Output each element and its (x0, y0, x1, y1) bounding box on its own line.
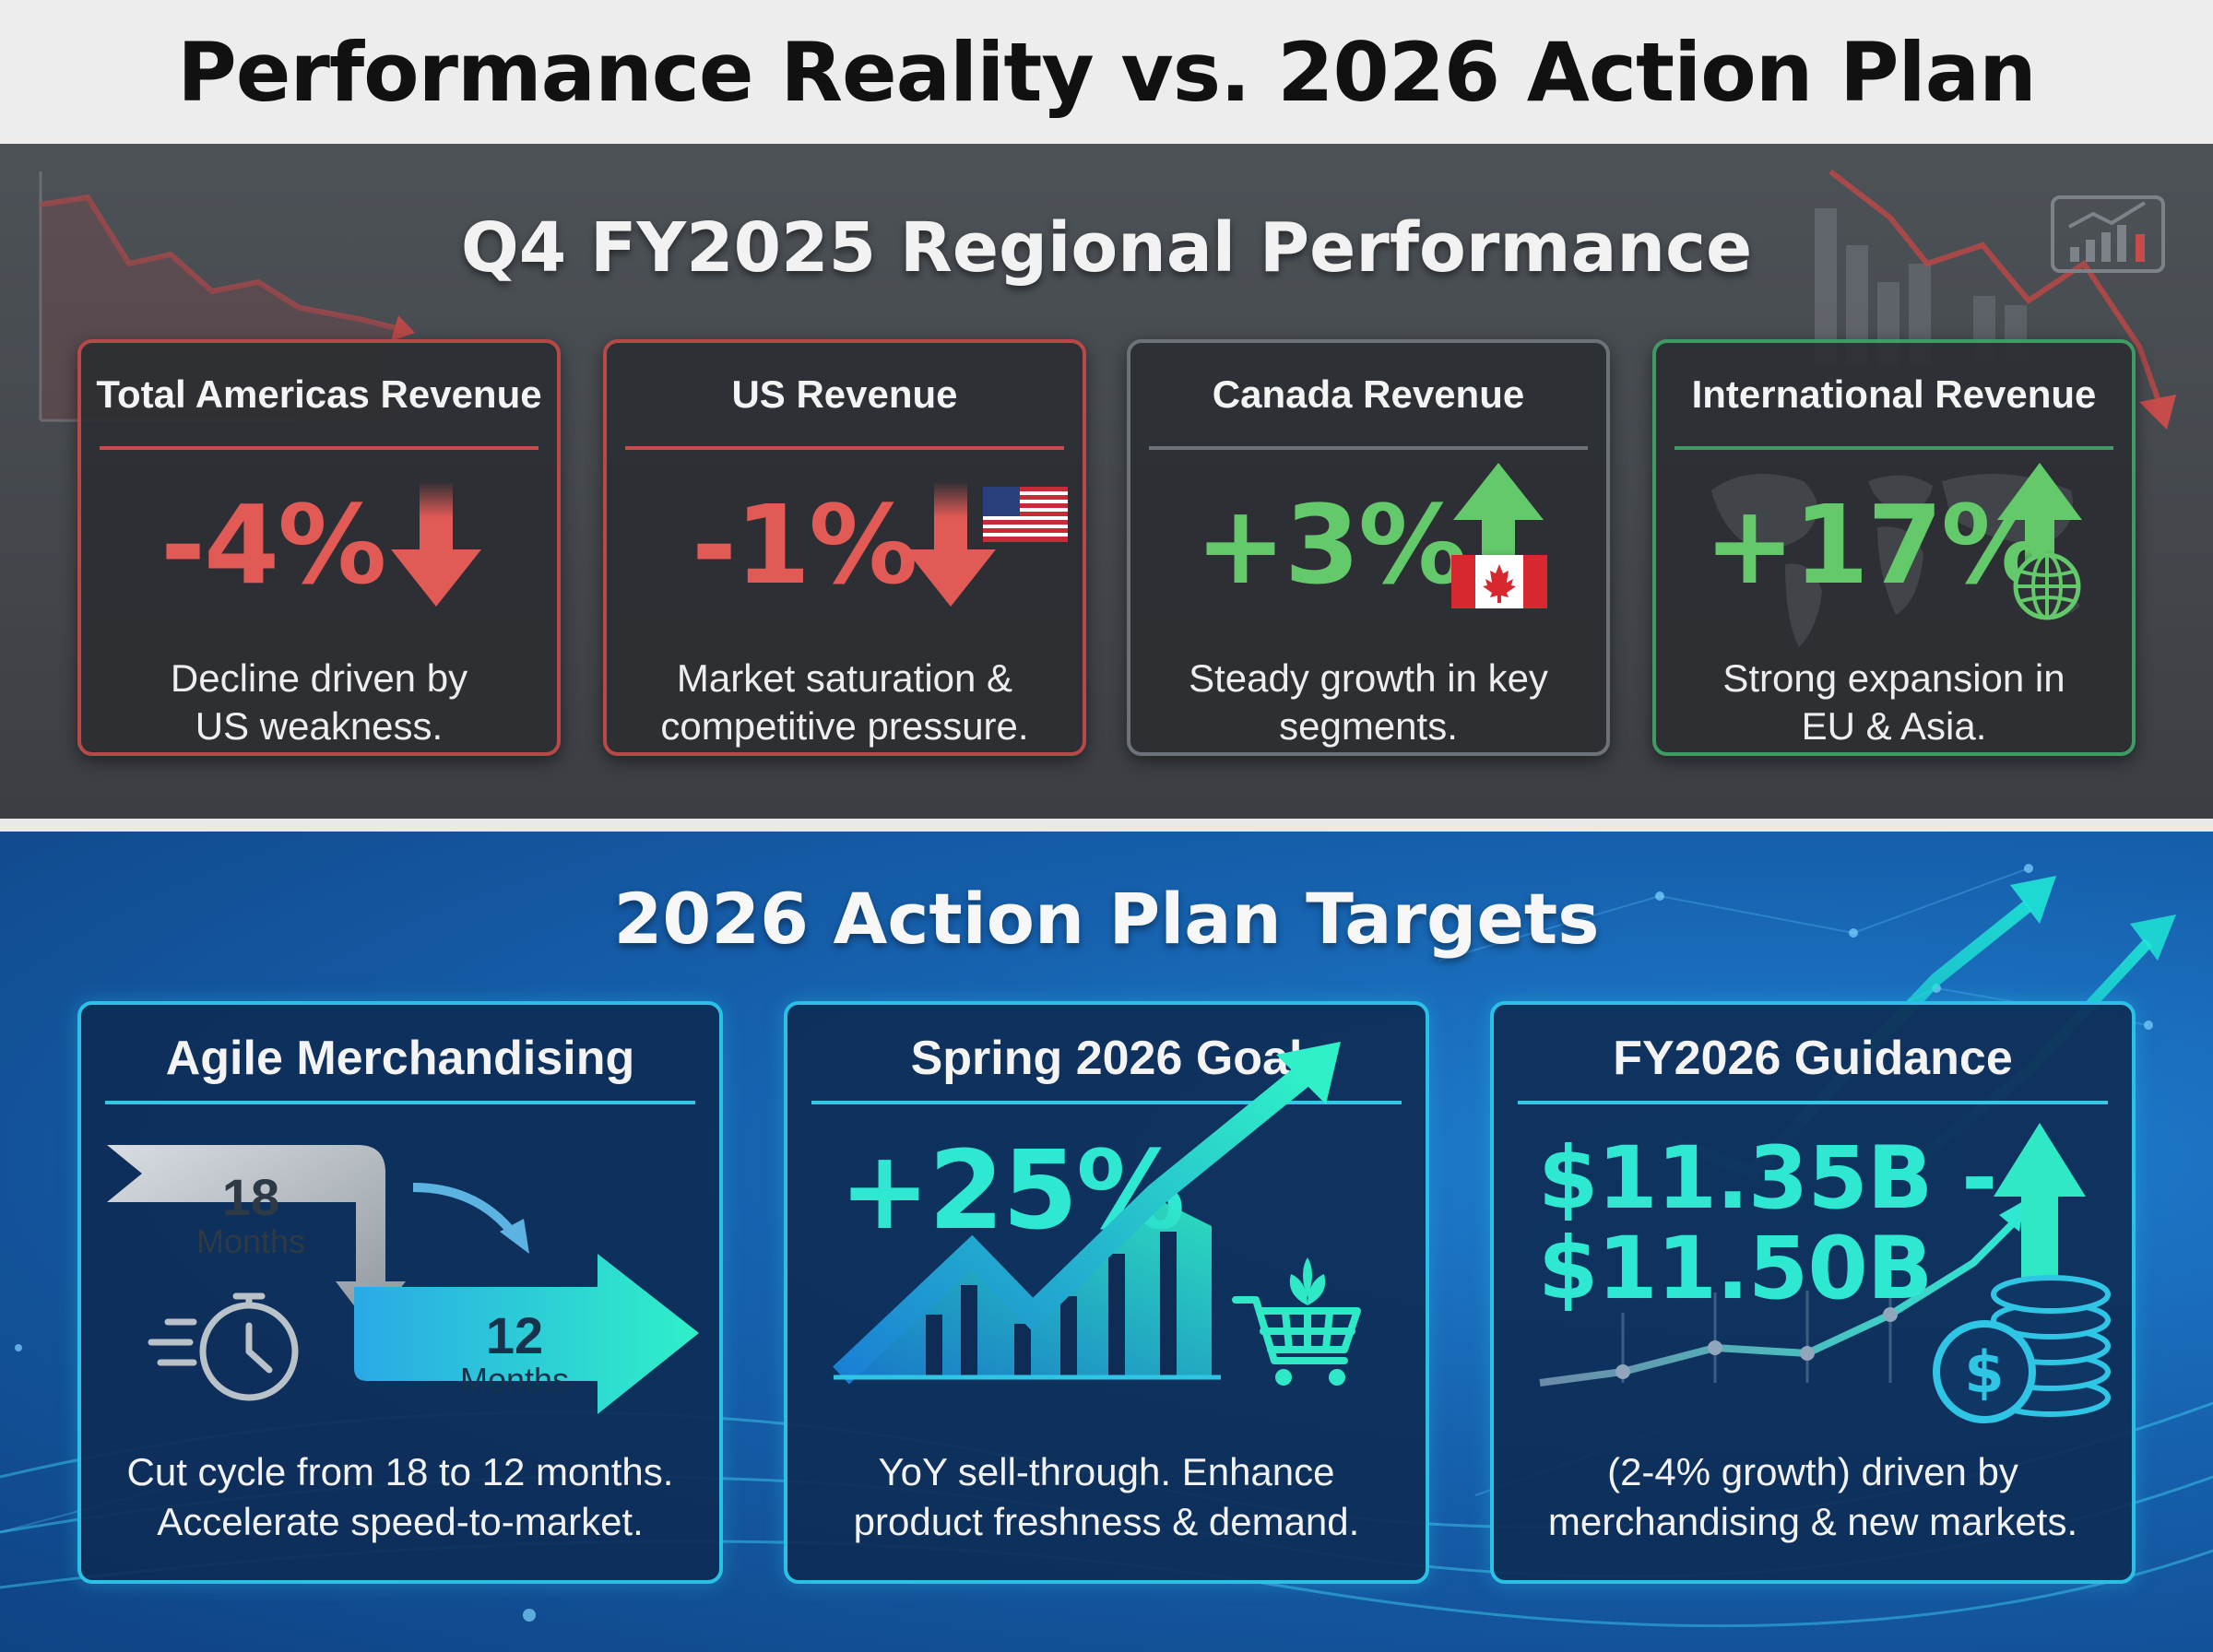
card-description: (2-4% growth) driven by merchandising & … (1547, 1450, 2078, 1543)
card-value: +3% (1195, 481, 1467, 608)
card-us-revenue: US Revenue -1% Market saturation & compe… (603, 339, 1086, 756)
page-header: Performance Reality vs. 2026 Action Plan (0, 0, 2213, 144)
card-value: -4% (160, 481, 386, 608)
performance-section: Q4 FY2025 Regional Performance Total Ame… (0, 144, 2213, 819)
canada-flag-icon (1451, 555, 1547, 608)
card-spring-2026-goal: Spring 2026 Goal +25% (784, 1001, 1429, 1584)
card-international-revenue: International Revenue +17% Strong expans… (1652, 339, 2136, 756)
us-flag-icon (983, 487, 1068, 542)
page-title: Performance Reality vs. 2026 Action Plan (177, 24, 2036, 120)
card-divider (811, 1101, 1402, 1104)
to-unit: Months (459, 1361, 570, 1398)
card-total-americas-revenue: Total Americas Revenue -4% Decline drive… (77, 339, 561, 756)
card-description: Cut cycle from 18 to 12 months. Accelera… (126, 1450, 674, 1543)
card-title: FY2026 Guidance (1613, 1032, 2013, 1085)
card-description: Decline driven by US weakness. (170, 656, 468, 748)
shopping-cart-icon (1232, 1257, 1361, 1386)
card-description: YoY sell-through. Enhance product freshn… (853, 1450, 1360, 1543)
card-description: Market saturation & competitive pressure… (660, 656, 1029, 748)
card-title: International Revenue (1691, 372, 2097, 416)
card-fy2026-guidance: FY2026 Guidance $ $11 (1490, 1001, 2136, 1584)
performance-title: Q4 FY2025 Regional Performance (460, 208, 1753, 288)
card-divider (1149, 446, 1588, 450)
guidance-trend-graphic: $ (1539, 1123, 2111, 1423)
card-divider (105, 1101, 695, 1104)
action-plan-title: 2026 Action Plan Targets (613, 878, 1600, 960)
action-plan-section: 2026 Action Plan Targets Agile Merchandi… (0, 832, 2213, 1652)
card-title: Canada Revenue (1212, 372, 1525, 416)
growth-chart-graphic (833, 1042, 1341, 1385)
cycle-reduction-diagram (107, 1145, 699, 1414)
card-divider (1518, 1101, 2108, 1104)
card-value: -1% (692, 481, 917, 608)
stopwatch-icon (148, 1292, 299, 1401)
card-divider (100, 446, 538, 450)
from-unit: Months (195, 1222, 306, 1260)
card-value: +17% (1704, 481, 2050, 608)
globe-icon (2013, 552, 2081, 620)
card-divider (1675, 446, 2113, 450)
down-arrow-icon (391, 481, 481, 607)
card-description: Steady growth in key segments. (1189, 656, 1548, 748)
guidance-value-line2: $11.50B (1538, 1219, 1933, 1319)
card-agile-merchandising: Agile Merchandising 18 Months 12 Months (77, 1001, 723, 1584)
card-title: US Revenue (731, 372, 958, 416)
svg-text:$: $ (1964, 1339, 2004, 1406)
card-canada-revenue: Canada Revenue +3% Steady growth in key … (1127, 339, 1610, 756)
card-title: Spring 2026 Goal (910, 1032, 1303, 1085)
from-value: 18 (221, 1168, 280, 1226)
card-title: Total Americas Revenue (96, 372, 542, 416)
card-title: Agile Merchandising (165, 1032, 635, 1085)
down-arrow-icon (905, 481, 996, 607)
guidance-value-line1: $11.35B - (1538, 1128, 1997, 1229)
card-divider (625, 446, 1064, 450)
card-description: Strong expansion in EU & Asia. (1722, 656, 2065, 748)
to-value: 12 (485, 1306, 544, 1364)
section-divider (0, 819, 2213, 832)
